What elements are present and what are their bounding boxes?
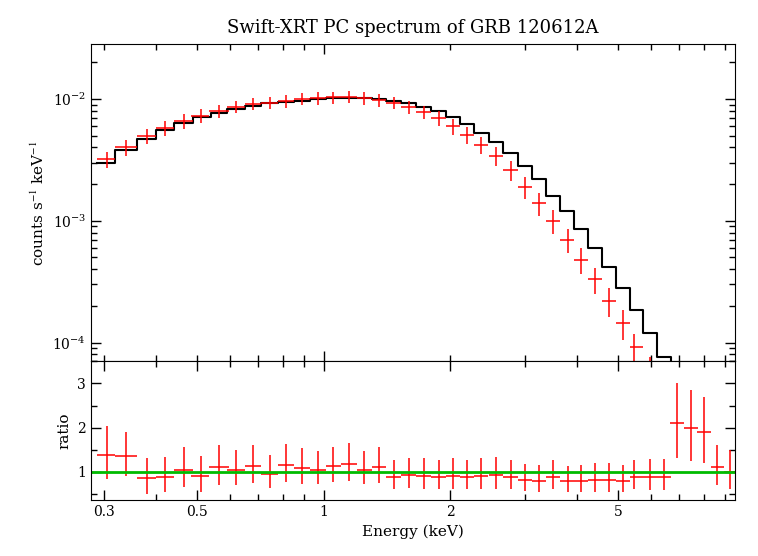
Title: Swift-XRT PC spectrum of GRB 120612A: Swift-XRT PC spectrum of GRB 120612A: [227, 19, 599, 37]
X-axis label: Energy (keV): Energy (keV): [362, 525, 464, 539]
Y-axis label: counts s$^{-1}$ keV$^{-1}$: counts s$^{-1}$ keV$^{-1}$: [30, 140, 47, 266]
Y-axis label: ratio: ratio: [58, 413, 72, 449]
